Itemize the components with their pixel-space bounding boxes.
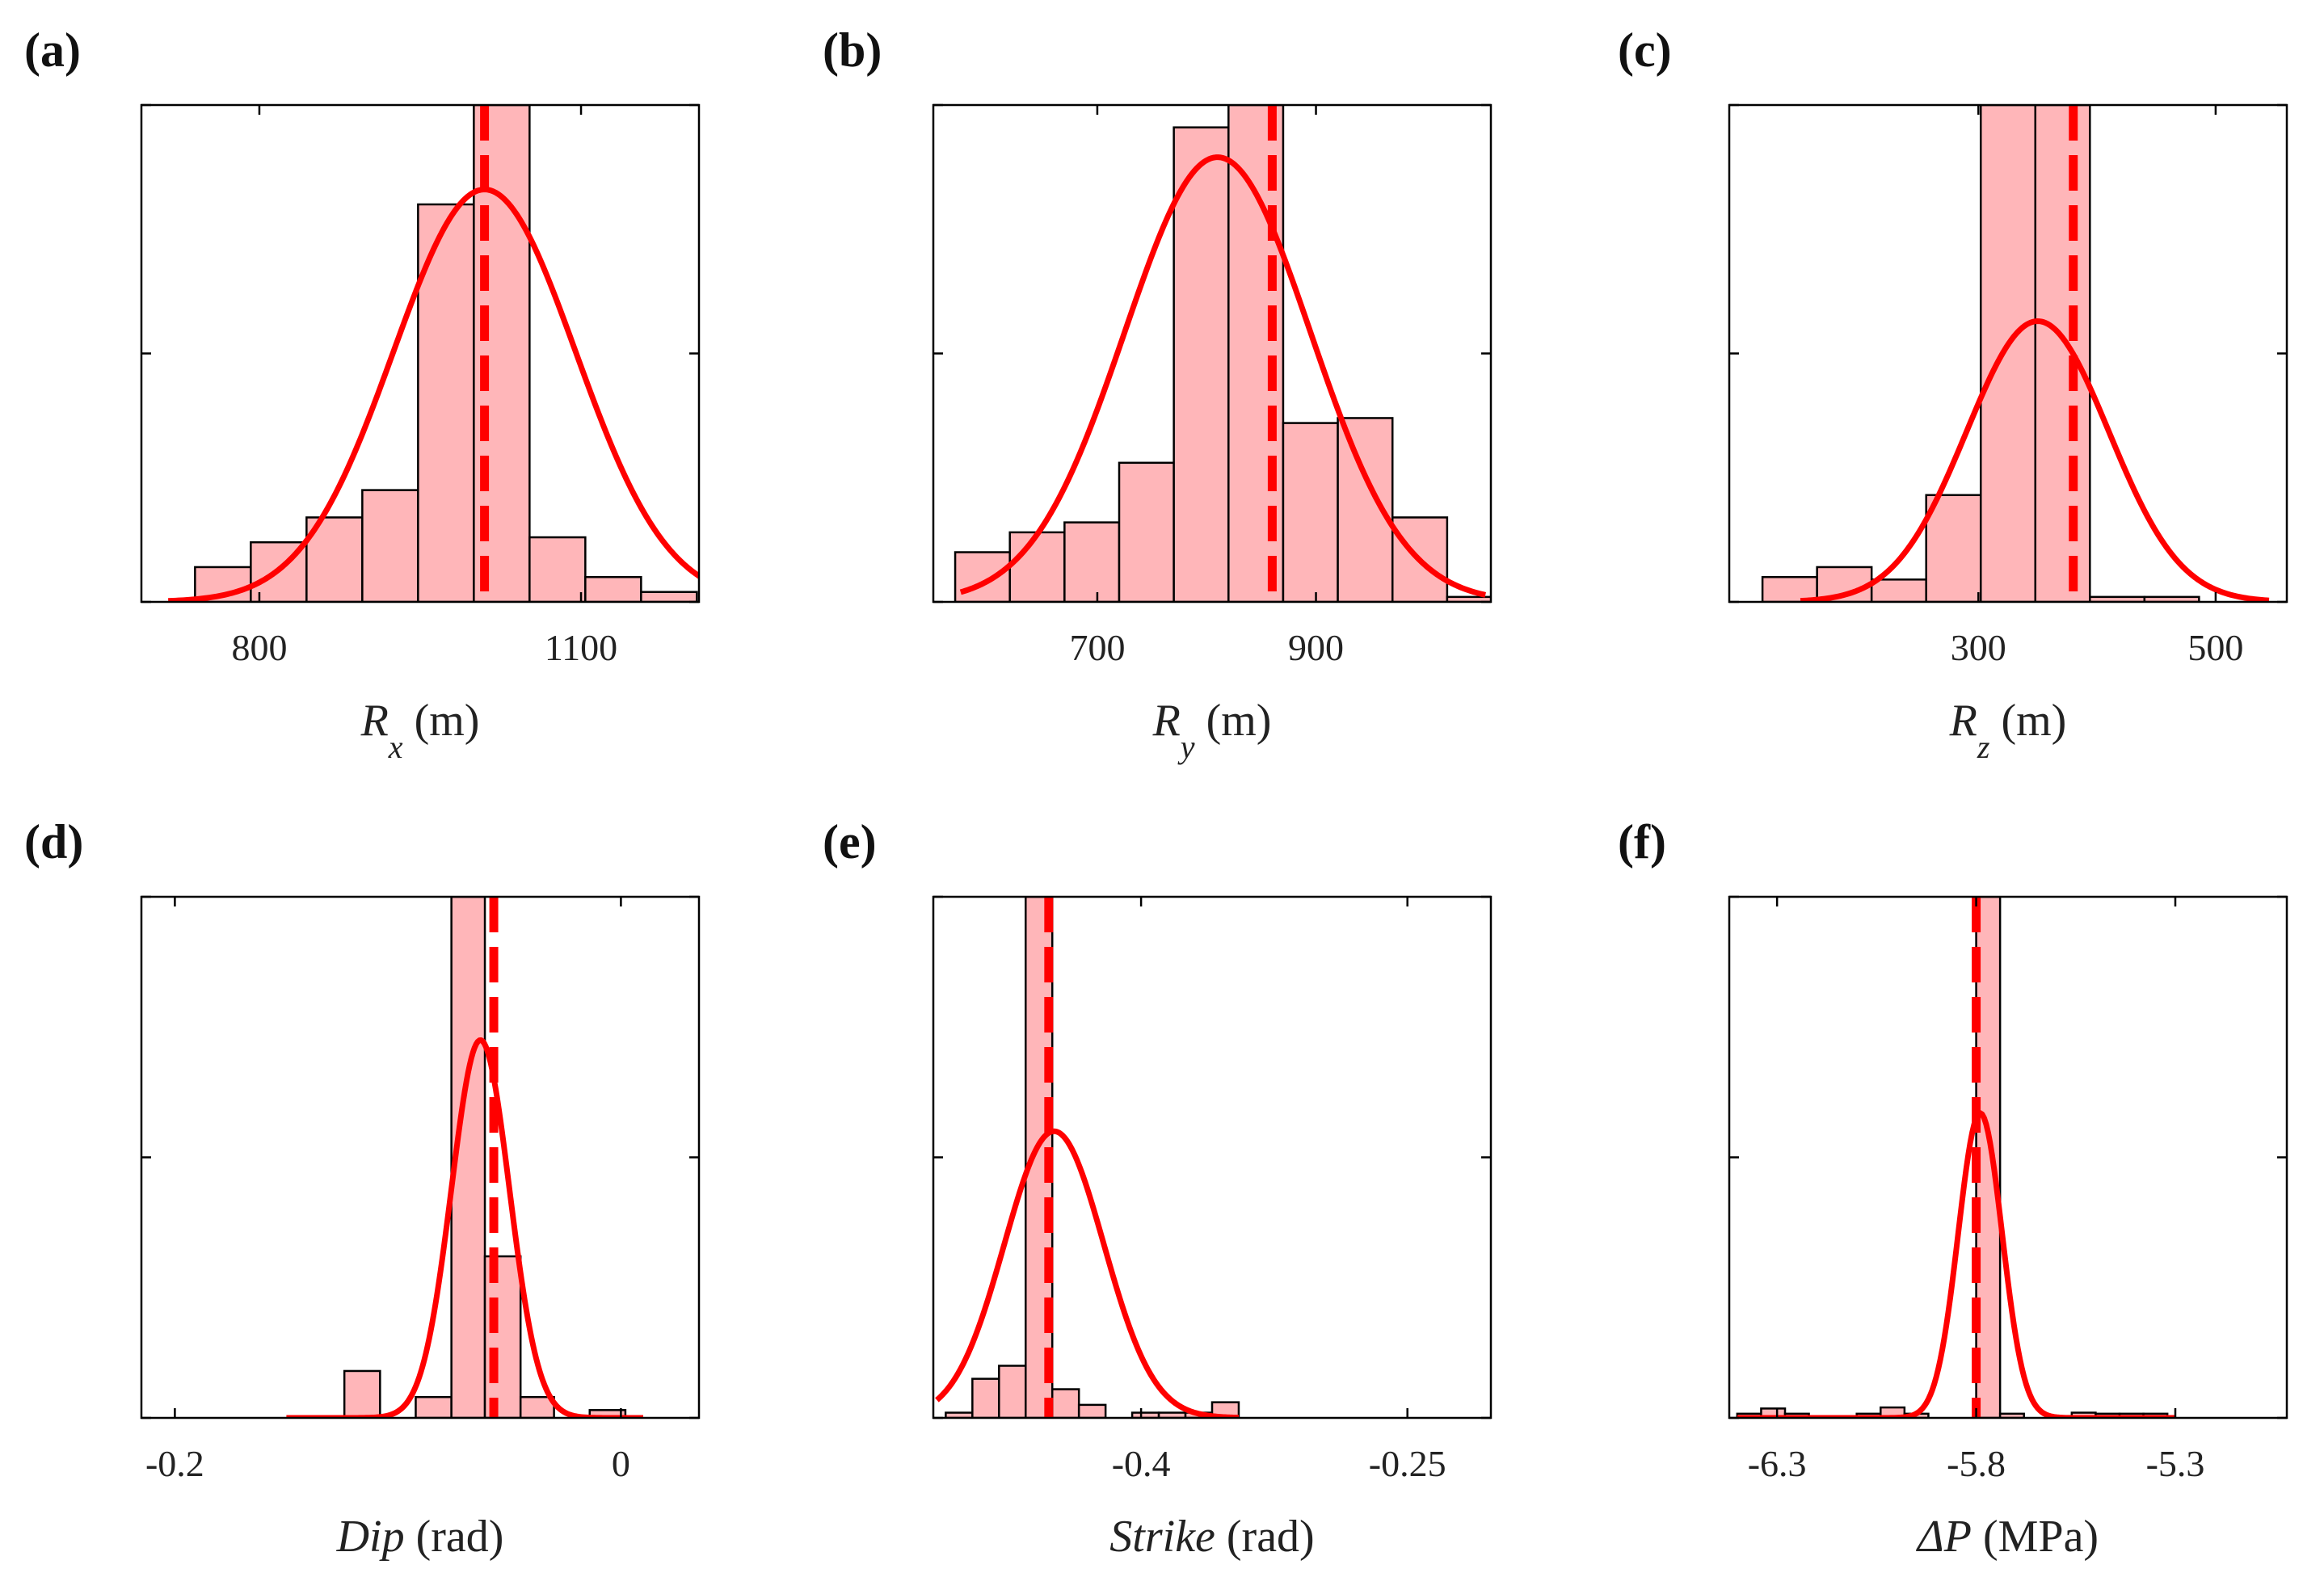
panel-e: (e) -0.4 -0.25 Strike (rad) — [823, 815, 1492, 1562]
histogram-bar — [640, 591, 698, 602]
x-tick-label: -5.3 — [2146, 1443, 2205, 1484]
panel-f: (f) -6.3 -5.8 -5.3 ΔP (MPa) — [1618, 815, 2288, 1562]
gaussian-fit-curve — [959, 154, 1487, 598]
plot-area — [935, 897, 1240, 1418]
histogram-bar — [971, 1377, 1000, 1418]
axes-frame — [1728, 895, 2288, 1419]
plot-area — [284, 897, 645, 1418]
histogram-bar — [343, 1369, 381, 1418]
plot-area — [167, 105, 699, 602]
gaussian-fit-curve — [1800, 318, 2270, 602]
x-axis-label: Rz (m) — [1949, 696, 2067, 765]
panel-label: (f) — [1618, 815, 1666, 869]
histogram-bar — [1925, 494, 1982, 602]
gaussian-fit-curve — [935, 1128, 1240, 1418]
histogram-bar — [1282, 422, 1339, 602]
x-axis-label: Dip (rad) — [336, 1512, 504, 1562]
x-axis-label: Rx (m) — [360, 696, 480, 765]
histogram-bar — [1118, 461, 1175, 602]
x-axis-label: ΔP (MPa) — [1916, 1512, 2099, 1562]
panel-c: (c) 300 500 Rz (m) — [1618, 23, 2288, 765]
histogram-bar — [2034, 105, 2091, 602]
histogram-bar — [1979, 105, 2037, 602]
x-tick-label: -0.2 — [145, 1443, 204, 1484]
panel-label: (a) — [24, 23, 81, 77]
histogram-bar — [483, 1255, 522, 1418]
x-tick-label: -5.8 — [1947, 1443, 2006, 1484]
x-tick-label: 1100 — [545, 627, 617, 668]
panel-a: (a) 800 1100 Rx (m) — [24, 23, 701, 765]
histogram-bar — [1050, 1388, 1080, 1418]
x-tick-label: -0.4 — [1112, 1443, 1171, 1484]
histogram-bar — [998, 1365, 1027, 1418]
panel-label: (d) — [24, 815, 83, 869]
gaussian-fit-curve — [1736, 1110, 2177, 1418]
histogram-bar — [1008, 531, 1066, 602]
histogram-bar — [584, 576, 642, 602]
x-tick-label: 0 — [612, 1443, 630, 1484]
panel-d: (d) -0.2 0 Dip (rad) — [24, 815, 701, 1562]
histogram-bar — [1173, 126, 1230, 602]
histogram-bar — [1761, 576, 1818, 602]
x-tick-label: 800 — [231, 627, 287, 668]
gaussian-fit-curve — [167, 187, 699, 602]
histogram-bar — [1063, 521, 1121, 602]
axes-frame — [932, 895, 1492, 1419]
histogram-bar — [305, 516, 364, 602]
x-tick-label: 700 — [1069, 627, 1125, 668]
histogram-bar — [954, 551, 1011, 602]
plot-area — [1761, 105, 2270, 602]
histogram-bar — [417, 203, 475, 602]
panel-label: (b) — [823, 23, 882, 77]
x-tick-label: -0.25 — [1369, 1443, 1446, 1484]
panel-label: (e) — [823, 815, 877, 869]
x-tick-label: 300 — [1951, 627, 2006, 668]
histogram-bar — [1870, 578, 1927, 602]
x-tick-label: -6.3 — [1748, 1443, 1807, 1484]
histogram-bar — [415, 1395, 453, 1418]
x-axis-label: Strike (rad) — [1109, 1512, 1314, 1562]
axes-frame — [140, 895, 701, 1419]
x-tick-label: 900 — [1288, 627, 1344, 668]
panel-b: (b) 700 900 Ry (m) — [823, 23, 1492, 765]
x-axis-label: Ry (m) — [1152, 696, 1272, 765]
histogram-bar — [1077, 1403, 1107, 1418]
histogram-bar — [528, 536, 587, 602]
plot-area — [954, 105, 1491, 602]
plot-area — [1736, 897, 2177, 1418]
x-tick-label: 500 — [2187, 627, 2243, 668]
panel-label: (c) — [1618, 23, 1672, 77]
histogram-bar — [361, 489, 419, 602]
